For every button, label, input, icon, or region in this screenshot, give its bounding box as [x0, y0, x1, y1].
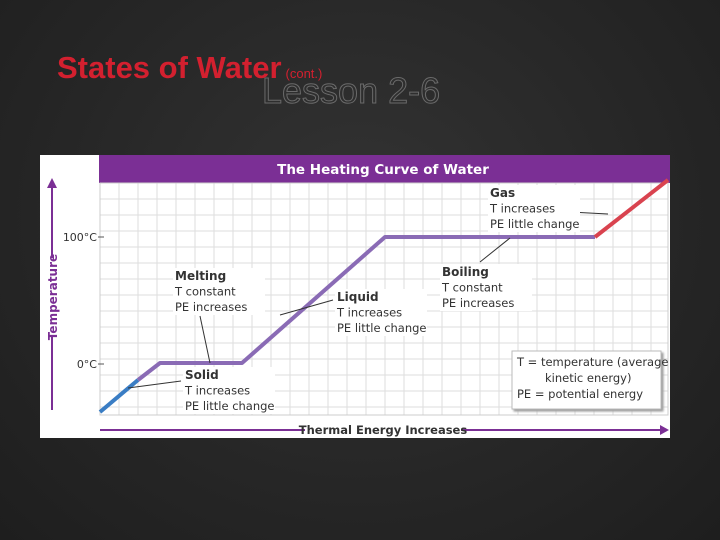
leader-line: [199, 315, 211, 364]
annotation-heading: Melting: [175, 269, 226, 283]
x-axis-label: Thermal Energy Increases: [299, 423, 468, 437]
key-box: [511, 350, 662, 410]
key-line: PE = potential energy: [517, 387, 643, 401]
y-arrowhead: [47, 178, 57, 188]
key-line: kinetic energy): [545, 371, 631, 385]
annotation-bg: [183, 367, 275, 414]
x-arrowhead: [660, 425, 669, 435]
annotation-line: T increases: [184, 384, 250, 398]
key-line: T = temperature (average: [516, 355, 668, 369]
lesson-label: Lesson 2-6: [261, 70, 441, 112]
slide-title: States of Water (cont.): [57, 50, 322, 86]
annotation-line: T increases: [489, 202, 555, 216]
title-note: (cont.): [285, 66, 323, 81]
annotation-line: PE increases: [175, 300, 247, 314]
annotation-line: T constant: [174, 285, 236, 299]
annotation-bg: [488, 185, 580, 232]
annotation-bg: [440, 264, 532, 311]
y-axis-label: Temperature: [46, 254, 60, 340]
leader-line: [279, 299, 334, 316]
leader-line: [479, 237, 511, 263]
curve-solid: [98, 378, 140, 414]
y-label-bg: [44, 258, 60, 336]
annotation-heading: Liquid: [337, 290, 379, 304]
annotation-line: PE little change: [490, 217, 580, 231]
y-tick-label: 0°C: [77, 358, 97, 371]
curve-gas: [593, 178, 670, 239]
leaders: [127, 211, 609, 389]
plot-frame: [99, 182, 669, 416]
annotation-line: T increases: [336, 306, 402, 320]
annotation-line: PE increases: [442, 296, 514, 310]
x-label-bg: [305, 422, 461, 438]
leader-line: [127, 380, 182, 389]
annotation-bg: [335, 289, 427, 336]
annotation-heading: Solid: [185, 368, 219, 382]
annotation-line: T constant: [441, 281, 503, 295]
title-text: States of Water: [57, 50, 282, 85]
curve-middle: [136, 235, 595, 382]
key: T = temperature (average kinetic energy) P…: [516, 355, 668, 401]
figure-header: [99, 155, 670, 183]
annotation-heading: Boiling: [442, 265, 489, 279]
annotation-heading: Gas: [490, 186, 515, 200]
annotation-bg: [173, 268, 265, 315]
annotation-line: PE little change: [337, 321, 427, 335]
y-tick-label: 100°C: [63, 231, 97, 244]
figure-title: The Heating Curve of Water: [277, 162, 489, 178]
annotation-line: PE little change: [185, 399, 275, 413]
